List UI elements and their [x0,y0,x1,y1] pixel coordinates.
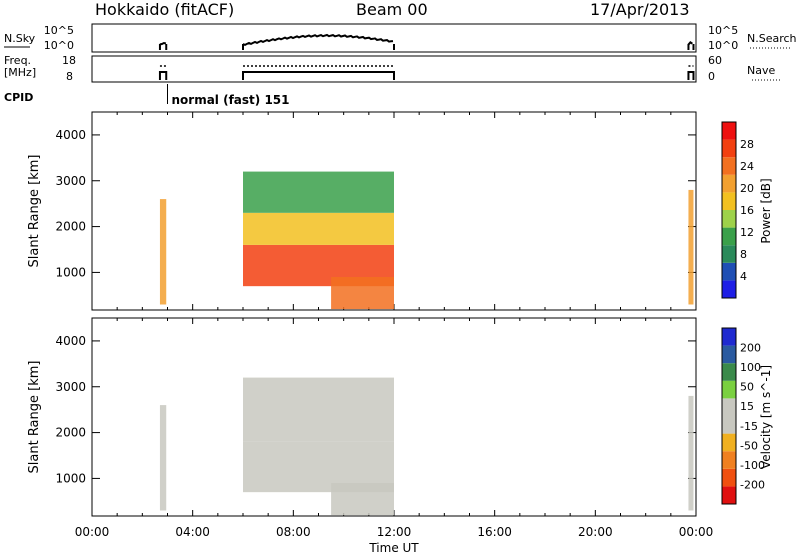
power-panel-colorbar-cell [722,122,736,140]
chart-title: Hokkaido (fitACF) [95,0,235,19]
velocity-panel-colorbar-tick: -100 [740,459,765,472]
velocity-panel-ylabel: Slant Range [km] [27,361,42,474]
velocity-panel-colorbar-cell [722,486,736,504]
velocity-panel-colorbar-cell [722,433,736,452]
freq-series-2 [687,71,695,80]
velocity-panel-colorbar-cell [722,451,736,469]
x-tick-label: 00:00 [679,525,714,539]
cpid-label: CPID [4,91,33,104]
date-label: 17/Apr/2013 [590,0,690,19]
power-panel-ylabel: Slant Range [km] [27,155,42,268]
nsky-series-b [242,33,394,47]
power-panel-colorbar-cell [722,280,736,298]
power-panel-ytick-label: 3000 [55,174,86,188]
x-tick-label: 16:00 [477,525,512,539]
noise-right-ytick-bottom: 10^0 [708,39,738,52]
velocity-panel-ytick-label: 1000 [55,471,86,485]
velocity-panel-block-3 [331,483,394,516]
freq-series-1 [242,71,395,80]
power-panel-colorbar-tick: 28 [740,138,754,151]
power-panel-block-0 [159,199,167,305]
power-panel-colorbar-cell [722,139,736,158]
velocity-panel-colorbar-tick: 50 [740,381,754,394]
power-panel-ytick-label: 2000 [55,220,86,234]
velocity-panel-colorbar-tick: -50 [740,439,758,452]
nave-ytick-top: 60 [708,54,722,67]
x-tick-label: 12:00 [377,525,412,539]
velocity-panel-colorbar-tick: 100 [740,361,761,374]
freq-ylabel-1: Freq. [4,54,31,67]
beam-label: Beam 00 [356,0,428,19]
x-tick-label: 04:00 [175,525,210,539]
x-axis-label: Time UT [368,541,419,554]
power-panel-ytick-label: 1000 [55,265,86,279]
velocity-panel-ytick-label: 3000 [55,380,86,394]
freq-ylabel-2: [MHz] [4,66,36,79]
cpid-text: normal (fast) 151 [172,93,290,107]
velocity-panel-colorbar-cell [722,345,736,364]
velocity-panel-ytick-label: 4000 [55,334,86,348]
power-panel-colorbar-label: Power [dB] [759,178,773,243]
velocity-panel-colorbar-cell [722,468,736,487]
power-panel-colorbar-tick: 20 [740,182,754,195]
noise-right-label: N.Search [747,32,797,45]
noise-ytick-top: 10^5 [44,24,74,37]
velocity-panel-colorbar-tick: -15 [740,420,758,433]
velocity-panel-colorbar-cell [722,416,736,434]
power-panel-block-5 [688,189,694,305]
velocity-panel-ytick-label: 2000 [55,426,86,440]
velocity-panel-block-2 [243,377,394,442]
power-panel-colorbar-frame [721,121,737,299]
velocity-panel-colorbar-cell [722,363,736,381]
x-tick-label: 20:00 [578,525,613,539]
power-panel-block-4 [331,277,394,310]
noise-ylabel: N.Sky [4,32,36,45]
velocity-panel-block-0 [159,405,167,511]
power-panel-colorbar-cell [722,192,736,210]
freq-series-0 [158,71,168,80]
noise-ytick-bottom: 10^0 [44,39,74,52]
noise-panel-frame [91,23,697,53]
power-panel-colorbar-cell [722,210,736,228]
power-panel-ytick-label: 4000 [55,128,86,142]
x-tick-label: 08:00 [276,525,311,539]
power-panel-colorbar-cell [722,174,736,193]
nsky-series-c [687,40,693,46]
velocity-panel-colorbar-label: Velocity [m s^-1] [759,365,773,469]
velocity-panel-block-4 [688,395,694,511]
power-panel-colorbar-tick: 16 [740,204,754,217]
power-panel-colorbar-cell [722,227,736,246]
velocity-panel-colorbar-tick: 15 [740,400,754,413]
power-panel-block-2 [243,212,394,245]
power-panel-colorbar-tick: 12 [740,226,754,239]
freq-ytick-bottom: 8 [66,70,73,83]
velocity-panel-colorbar-cell [722,328,736,346]
freq-ytick-top: 18 [62,54,76,67]
power-panel-colorbar-tick: 24 [740,160,754,173]
velocity-panel-colorbar-tick: 200 [740,342,761,355]
velocity-panel-colorbar-cell [722,398,736,416]
power-panel-colorbar-tick: 8 [740,248,747,261]
freq-panel-frame [91,55,697,83]
power-panel-colorbar-cell [722,157,736,175]
power-panel-colorbar-cell [722,245,736,263]
nave-ytick-bottom: 0 [708,70,715,83]
x-tick-label: 00:00 [75,525,110,539]
velocity-panel-colorbar-frame [721,327,737,505]
nave-label: Nave [747,64,775,77]
velocity-panel-colorbar-tick: -200 [740,478,765,491]
velocity-panel-colorbar-cell [722,380,736,399]
noise-right-ytick-top: 10^5 [708,24,738,37]
power-panel-colorbar-cell [722,262,736,281]
power-panel-colorbar-tick: 4 [740,270,747,283]
power-panel-block-3 [243,171,394,213]
